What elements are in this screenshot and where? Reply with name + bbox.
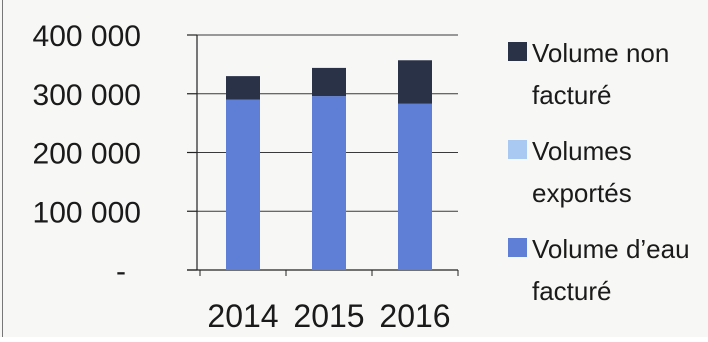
- legend-label: Volumes: [532, 136, 632, 166]
- x-tick-label: 2016: [379, 298, 450, 334]
- bar-2015-series-2: [312, 67, 346, 97]
- legend-label: Volume d’eau: [532, 234, 690, 264]
- y-tick-label: -: [116, 255, 126, 288]
- legend-label: Volume non: [532, 38, 669, 68]
- bar-2016-series-0: [398, 103, 432, 270]
- legend-swatch-series-0: [508, 238, 527, 257]
- y-tick-label: 100 000: [33, 196, 141, 229]
- bar-2014-series-0: [226, 99, 260, 270]
- x-tick-label: 2015: [293, 298, 364, 334]
- bar-2015-series-0: [312, 96, 346, 270]
- legend-label: facturé: [532, 276, 612, 306]
- legend-label: exportés: [532, 178, 632, 208]
- legend-swatch-series-1: [508, 140, 527, 159]
- y-tick-label: 200 000: [33, 138, 141, 171]
- bar-2016-series-2: [398, 60, 432, 104]
- image-left-border: [2, 0, 3, 337]
- legend-label: facturé: [532, 80, 612, 110]
- y-tick-label: 400 000: [33, 20, 141, 53]
- x-tick-label: 2014: [207, 298, 278, 334]
- y-tick-label: 300 000: [33, 79, 141, 112]
- bar-2014-series-2: [226, 76, 260, 100]
- legend-swatch-series-2: [508, 42, 527, 61]
